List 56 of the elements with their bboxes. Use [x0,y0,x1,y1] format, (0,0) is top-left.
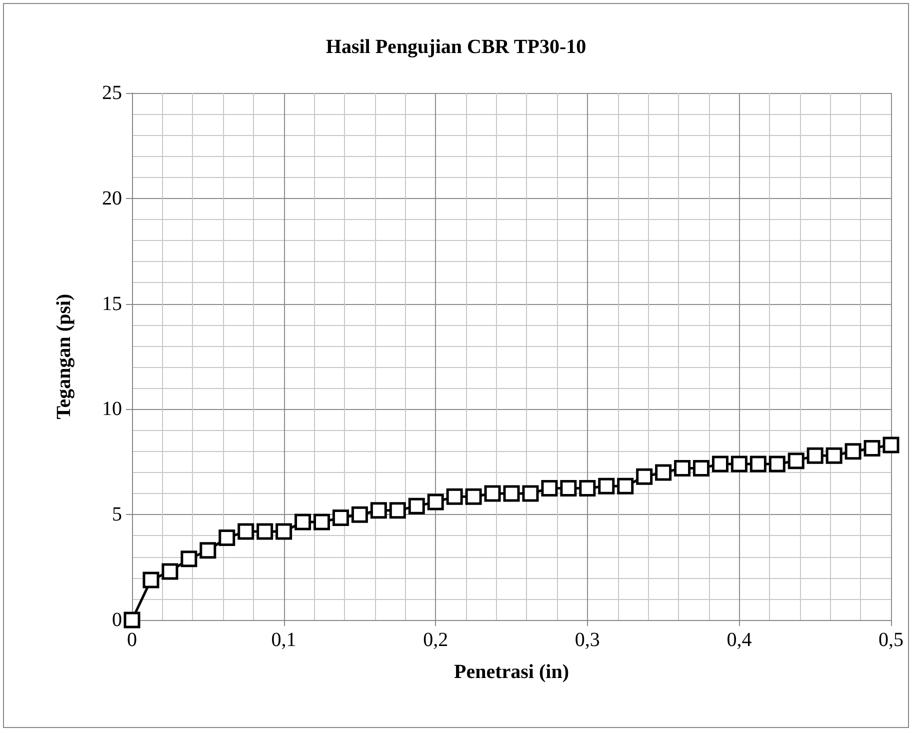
point [579,480,596,496]
point [560,480,577,496]
point [218,530,236,546]
point [750,456,766,472]
point [238,523,254,540]
point [598,478,615,494]
y-tick-label: 5 [112,504,122,526]
y-tick-label: 0 [112,609,122,631]
x-tick-label: 0,3 [574,629,600,651]
point [276,523,292,540]
point [503,485,520,502]
point [655,464,672,481]
point [294,514,312,530]
point [162,563,178,580]
point [389,502,406,519]
point [124,612,140,628]
point [541,480,558,496]
point [465,488,482,505]
x-tick-label: 0,2 [423,629,448,651]
point [636,468,653,485]
point [370,502,387,519]
point [806,447,824,464]
point [826,447,842,464]
point [142,572,160,588]
point [522,485,539,502]
point [408,498,425,514]
point [314,514,330,530]
y-axis-title: Tegangan (psi) [53,294,75,420]
x-tick-label: 0,4 [726,629,752,651]
point [768,456,786,472]
y-tick-label: 25 [102,82,122,104]
point [484,485,501,502]
x-tick-label: 0 [127,629,137,651]
point [332,510,349,526]
point [446,488,463,505]
chart-title: Hasil Pengujian CBR TP30-10 [326,36,586,58]
point [693,460,710,476]
y-tick-label: 15 [102,292,122,315]
point [617,478,634,494]
y-tick-label: 20 [102,187,122,210]
point [180,550,198,568]
point [200,542,216,559]
point [256,523,274,540]
point [844,443,862,460]
point [882,436,900,454]
x-tick-label: 0,5 [878,629,904,651]
point [712,456,728,472]
point [427,494,444,510]
point [351,506,368,523]
point [730,456,748,472]
y-tick-label: 10 [102,398,122,420]
x-tick-label: 0,1 [271,629,296,651]
point [788,452,804,470]
x-axis-title: Penetrasi (in) [454,661,569,683]
point [674,460,691,476]
point [864,440,880,456]
